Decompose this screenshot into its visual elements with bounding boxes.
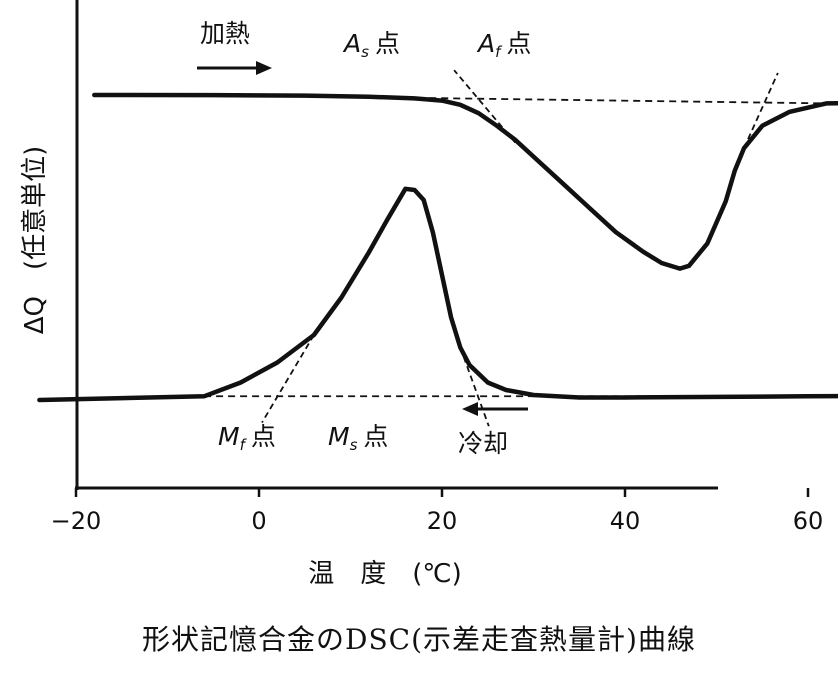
y-axis-label: ΔQ (任意単位) — [20, 146, 50, 335]
x-axis-label: 温 度 (℃) — [308, 559, 462, 589]
x-tick-label: 40 — [610, 507, 641, 535]
x-tick-label: 0 — [251, 507, 266, 535]
heating-label: 加熱 — [200, 19, 250, 48]
tangent-Mf — [261, 334, 315, 424]
cooling-label: 冷却 — [458, 429, 508, 458]
baseline-heating — [213, 94, 827, 105]
tangent-Ms — [459, 347, 490, 427]
x-tick-label: −20 — [51, 507, 102, 535]
point-label-As: As 点 — [342, 29, 400, 61]
point-label-Ms: Ms 点 — [328, 422, 388, 454]
x-tick-label: 20 — [427, 507, 458, 535]
cooling-arrowhead — [462, 402, 478, 416]
tangent-Af — [743, 72, 779, 149]
heating-arrowhead — [256, 61, 272, 75]
series-cooling — [37, 186, 838, 403]
series-heating — [92, 92, 838, 271]
tangent-As — [453, 69, 516, 144]
point-label-Af: Af 点 — [476, 29, 531, 61]
figure-caption: 形状記憶合金のDSC(示差走査熱量計)曲線 — [142, 623, 696, 656]
x-tick-label: 60 — [793, 507, 824, 535]
point-label-Mf: Mf 点 — [218, 422, 276, 454]
